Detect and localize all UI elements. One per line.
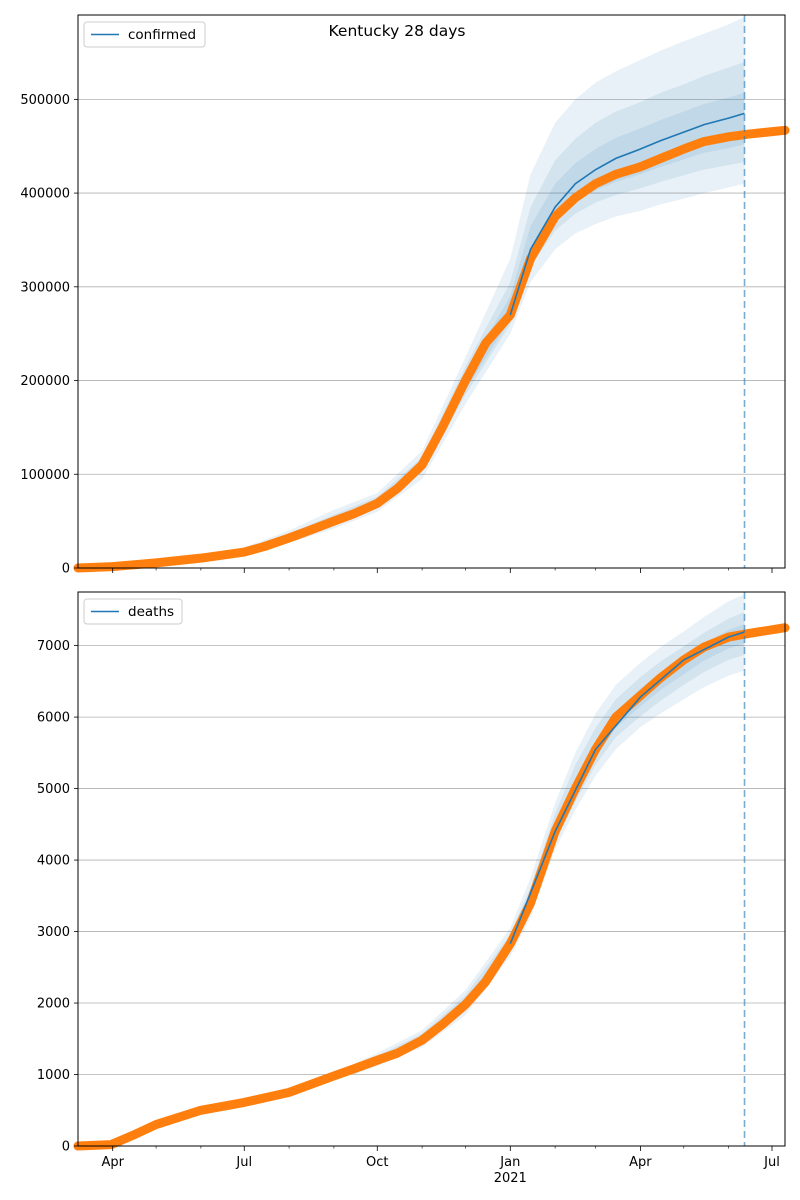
x-tick-label: Oct — [366, 1155, 388, 1170]
legend: confirmed — [83, 21, 206, 48]
legend-box — [83, 21, 206, 48]
axes-frame — [77, 14, 786, 569]
uncertainty-band-1 — [244, 16, 745, 556]
y-tick-label: 400000 — [20, 187, 70, 202]
y-tick-label: 100000 — [20, 468, 70, 483]
y-tick-label: 300000 — [20, 280, 70, 295]
y-tick-label: 4000 — [37, 854, 70, 869]
confirmed-panel: 0 100000 200000 300000 400000 500000 confirmed — [20, 14, 790, 577]
y-tick-label: 5000 — [37, 782, 70, 797]
deaths-panel: 0 1000 2000 3000 4000 5000 6000 7000 Apr Jul Oct Ja… — [37, 591, 790, 1186]
y-tick-label: 6000 — [37, 711, 70, 726]
y-tick-label: 0 — [62, 562, 70, 577]
x-year-label: 2021 — [494, 1171, 527, 1186]
x-tick-label: Apr — [101, 1155, 124, 1170]
x-tick-label: Jul — [235, 1155, 252, 1170]
legend: deaths — [83, 598, 183, 625]
y-tick-label: 3000 — [37, 925, 70, 940]
x-tick-label: Jan — [499, 1155, 520, 1170]
uncertainty-band-1 — [354, 594, 745, 1075]
x-tick-label: Jul — [763, 1155, 780, 1170]
legend-label: deaths — [128, 604, 174, 620]
uncertainty-band-2 — [244, 61, 745, 555]
y-tick-label: 1000 — [37, 1068, 70, 1083]
figure-title: Kentucky 28 days — [329, 22, 466, 40]
uncertainty-band-3 — [244, 92, 745, 554]
y-tick-label: 500000 — [20, 93, 70, 108]
observed-series-line — [73, 125, 790, 573]
model-median-line — [509, 112, 745, 316]
x-tick-label: Apr — [629, 1155, 652, 1170]
y-tick-label: 7000 — [37, 639, 70, 654]
model-median-line — [509, 631, 745, 944]
y-tick-label: 200000 — [20, 374, 70, 389]
axes-frame — [77, 591, 786, 1147]
legend-box — [83, 598, 183, 625]
legend-label: confirmed — [128, 27, 196, 43]
y-tick-label: 0 — [62, 1140, 70, 1155]
y-tick-label: 2000 — [37, 997, 70, 1012]
